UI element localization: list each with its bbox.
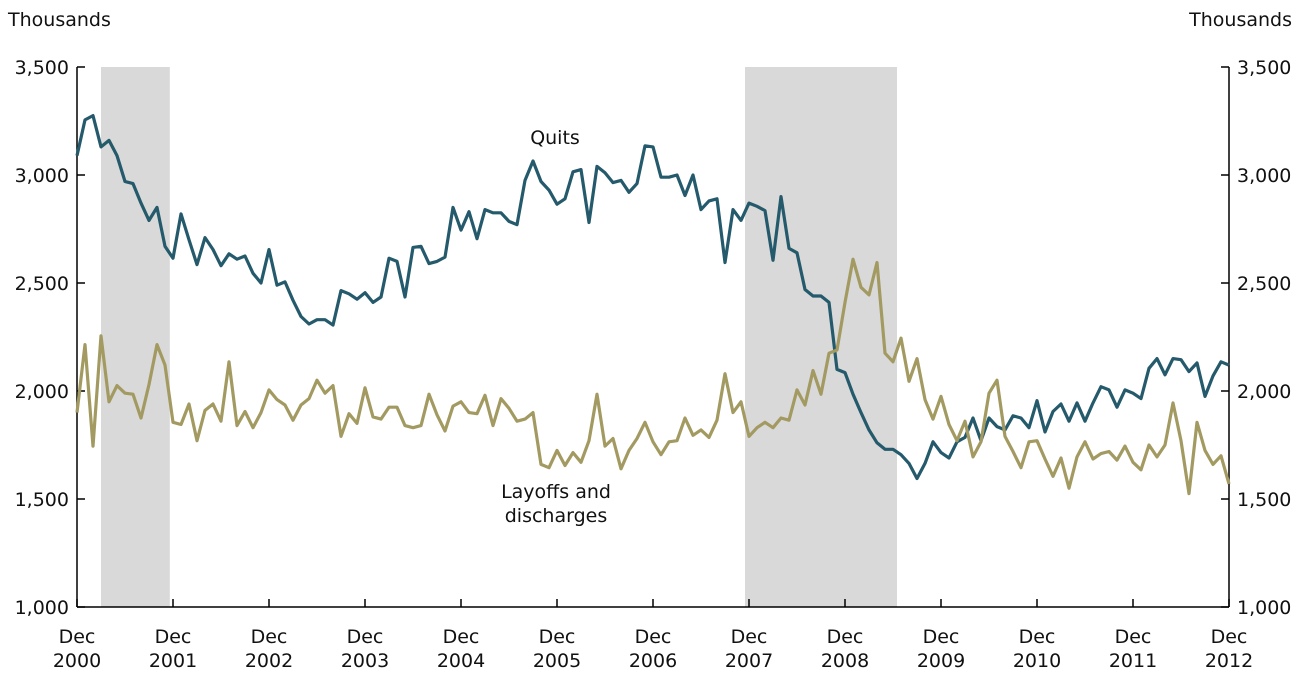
y-tick-label: 3,000 [15,165,69,187]
y-tick-label: 1,000 [15,597,69,619]
x-tick-label: Dec 2002 [245,626,293,672]
recession-band [745,67,897,607]
x-tick-label: Dec 2000 [53,626,101,672]
series-annotation: Quits [530,127,580,149]
y-axis-label: Thousands [7,9,111,31]
y2-tick-label: 2,000 [1237,381,1291,403]
y-tick-label: 2,000 [15,381,69,403]
y2-tick-label: 1,000 [1237,597,1291,619]
y2-tick-label: 3,000 [1237,165,1291,187]
x-tick-label: Dec 2006 [629,626,677,672]
y2-axis-label: Thousands [1188,9,1292,31]
recession-band [101,67,170,607]
y2-tick-label: 3,500 [1237,57,1291,79]
y2-tick-label: 2,500 [1237,273,1291,295]
x-tick-label: Dec 2012 [1205,626,1253,672]
x-tick-label: Dec 2005 [533,626,581,672]
x-tick-label: Dec 2010 [1013,626,1061,672]
y-tick-label: 3,500 [15,57,69,79]
series-line [75,114,1230,481]
y2-tick-label: 1,500 [1237,489,1291,511]
x-tick-label: Dec 2009 [917,626,965,672]
y-tick-label: 2,500 [15,273,69,295]
x-tick-label: Dec 2003 [341,626,389,672]
x-tick-label: Dec 2004 [437,626,485,672]
x-tick-label: Dec 2011 [1109,626,1157,672]
y-tick-label: 1,500 [15,489,69,511]
x-tick-label: Dec 2008 [821,626,869,672]
series-line [75,257,1231,496]
series-annotation: Layoffs and discharges [501,481,611,527]
x-tick-label: Dec 2007 [725,626,773,672]
x-tick-label: Dec 2001 [149,626,197,672]
